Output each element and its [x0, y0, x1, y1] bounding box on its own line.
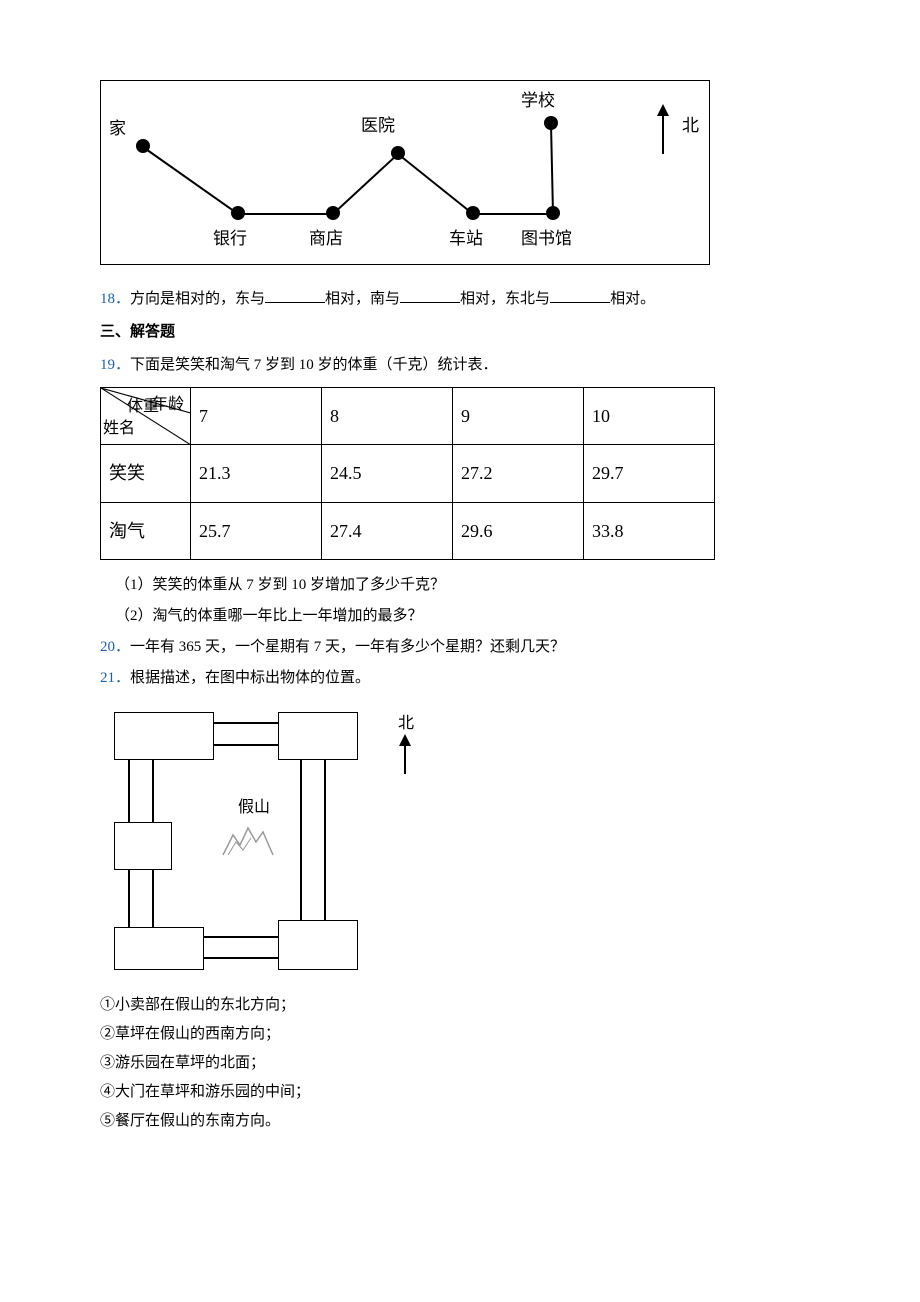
park-path — [300, 760, 302, 920]
map-edge — [550, 124, 554, 214]
table-row: 笑笑 21.3 24.5 27.2 29.7 — [101, 445, 715, 502]
blank-2 — [400, 285, 460, 303]
map-edge — [238, 213, 333, 215]
map-edge — [473, 213, 553, 215]
q21-item-4: ④大门在草坪和游乐园的中间； — [100, 1079, 820, 1106]
q18-part0: 方向是相对的，东与 — [130, 291, 265, 307]
park-path — [214, 744, 278, 746]
q19-number: 19． — [100, 357, 130, 373]
map-edge — [142, 146, 238, 215]
q21-item-3: ③游乐园在草坪的北面； — [100, 1050, 820, 1077]
weight-table: 年龄 体重 姓名 7 8 9 10 笑笑 21.3 24.5 27.2 29.7… — [100, 387, 715, 560]
q18-part3: 相对。 — [610, 291, 655, 307]
park-path — [324, 760, 326, 920]
cell-value: 25.7 — [191, 502, 322, 559]
q20-number: 20． — [100, 639, 130, 655]
cell-value: 24.5 — [322, 445, 453, 502]
question-20: 20．一年有 365 天，一个星期有 7 天，一年有多少个星期？还剩几天？ — [100, 634, 820, 661]
diagonal-header-cell: 年龄 体重 姓名 — [101, 388, 191, 445]
park-box-2 — [114, 822, 172, 870]
park-box-1 — [278, 712, 358, 760]
q18-part1: 相对，南与 — [325, 291, 400, 307]
map-label-bank: 银行 — [213, 224, 247, 255]
mountain-icon — [218, 820, 278, 877]
question-19: 19．下面是笑笑和淘气 7 岁到 10 岁的体重（千克）统计表． — [100, 352, 820, 379]
park-path — [128, 870, 130, 927]
q18-number: 18． — [100, 291, 130, 307]
map-label-library: 图书馆 — [521, 224, 572, 255]
table-header-row: 年龄 体重 姓名 7 8 9 10 — [101, 388, 715, 445]
q19-sub2: （2）淘气的体重哪一年比上一年增加的最多？ — [115, 603, 820, 630]
q21-number: 21． — [100, 670, 130, 686]
row-name-xiaoxiao: 笑笑 — [101, 445, 191, 502]
q21-item-2: ②草坪在假山的西南方向； — [100, 1021, 820, 1048]
age-header-10: 10 — [584, 388, 715, 445]
cell-value: 29.6 — [453, 502, 584, 559]
q19-sub1: （1）笑笑的体重从 7 岁到 10 岁增加了多少千克？ — [115, 572, 820, 599]
q18-part2: 相对，东北与 — [460, 291, 550, 307]
q21-items: ①小卖部在假山的东北方向；②草坪在假山的西南方向；③游乐园在草坪的北面；④大门在… — [100, 992, 820, 1135]
section-3-title: 三、解答题 — [100, 319, 820, 346]
cell-value: 27.4 — [322, 502, 453, 559]
park-path — [204, 936, 278, 938]
blank-1 — [265, 285, 325, 303]
map-label-station: 车站 — [449, 224, 483, 255]
map-label-home: 家 — [109, 114, 126, 145]
park-path — [214, 722, 278, 724]
q20-text: 一年有 365 天，一个星期有 7 天，一年有多少个星期？还剩几天？ — [130, 639, 565, 655]
map-label-store: 商店 — [309, 224, 343, 255]
age-header-8: 8 — [322, 388, 453, 445]
park-box-4 — [278, 920, 358, 970]
route-map-diagram: 北 家银行 商店 医院车站 图书馆 学校 — [100, 80, 710, 265]
question-18: 18．方向是相对的，东与 相对，南与 相对，东北与 相对。 — [100, 285, 820, 313]
q21-item-1: ①小卖部在假山的东北方向； — [100, 992, 820, 1019]
park-box-3 — [114, 927, 204, 970]
cell-value: 33.8 — [584, 502, 715, 559]
diag-bottom-label: 姓名 — [103, 415, 135, 444]
age-header-9: 9 — [453, 388, 584, 445]
park-path — [152, 760, 154, 822]
park-center-label: 假山 — [238, 794, 270, 823]
map-edge — [332, 153, 398, 214]
cell-value: 29.7 — [584, 445, 715, 502]
park-diagram: 假山 北 — [100, 702, 440, 982]
q21-item-5: ⑤餐厅在假山的东南方向。 — [100, 1108, 820, 1135]
park-path — [128, 760, 130, 822]
map-label-school: 学校 — [521, 86, 555, 117]
table-row: 淘气 25.7 27.4 29.6 33.8 — [101, 502, 715, 559]
question-21: 21．根据描述，在图中标出物体的位置。 — [100, 665, 820, 692]
cell-value: 27.2 — [453, 445, 584, 502]
park-path — [204, 957, 278, 959]
q19-text: 下面是笑笑和淘气 7 岁到 10 岁的体重（千克）统计表． — [130, 357, 498, 373]
cell-value: 21.3 — [191, 445, 322, 502]
age-header-7: 7 — [191, 388, 322, 445]
map-label-hospital: 医院 — [361, 111, 395, 142]
map-edge — [397, 153, 473, 215]
park-path — [152, 870, 154, 927]
q21-text: 根据描述，在图中标出物体的位置。 — [130, 670, 370, 686]
park-box-0 — [114, 712, 214, 760]
north-label: 北 — [682, 111, 699, 142]
north-arrow — [662, 106, 664, 154]
park-north-arrow — [404, 736, 406, 774]
blank-3 — [550, 285, 610, 303]
row-name-taoqi: 淘气 — [101, 502, 191, 559]
